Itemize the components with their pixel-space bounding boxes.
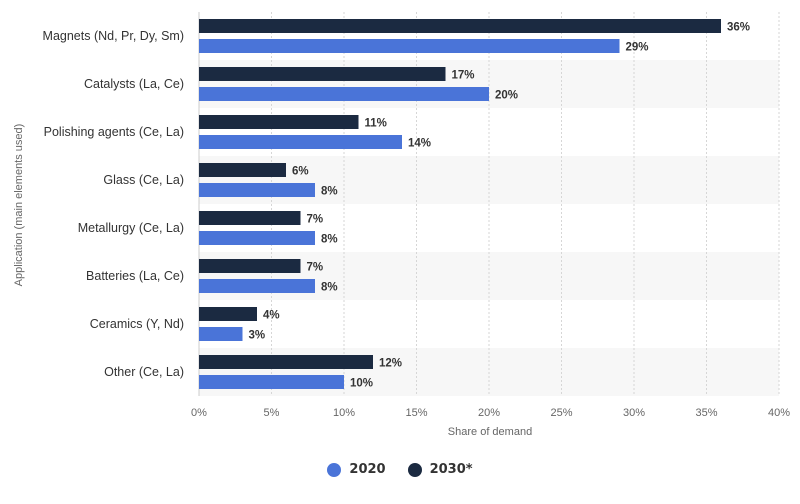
data-label: 12% xyxy=(379,358,402,370)
category-label: Magnets (Nd, Pr, Dy, Sm) xyxy=(43,29,184,43)
bar[interactable] xyxy=(199,307,257,321)
legend-label-2020: 2020 xyxy=(349,462,386,477)
data-label: 10% xyxy=(350,378,373,390)
x-tick-label: 30% xyxy=(623,407,645,419)
data-label: 8% xyxy=(321,282,338,294)
value-labels: 36% 29% 17% 20% 11% 14% 6% 8% 7% 8% 7% 8% 4% 3% 12% 10% xyxy=(249,22,751,390)
data-label: 3% xyxy=(249,330,266,342)
category-label: Polishing agents (Ce, La) xyxy=(44,125,184,139)
data-label: 17% xyxy=(452,70,475,82)
category-label: Ceramics (Y, Nd) xyxy=(90,317,184,331)
data-label: 7% xyxy=(307,214,324,226)
bar[interactable] xyxy=(199,355,373,369)
bar-chart: 36% 29% 17% 20% 11% 14% 6% 8% 7% 8% 7% 8% 4% 3% 12% 10%… xyxy=(13,12,790,438)
category-label: Glass (Ce, La) xyxy=(103,173,184,187)
x-tick-label: 0% xyxy=(191,407,207,419)
bar[interactable] xyxy=(199,259,301,273)
data-label: 14% xyxy=(408,138,431,150)
data-label: 20% xyxy=(495,90,518,102)
x-tick-label: 25% xyxy=(550,407,572,419)
legend-item-2030[interactable]: 2030* xyxy=(407,462,473,477)
data-label: 8% xyxy=(321,234,338,246)
x-tick-labels: 0% 5% 10% 15% 20% 25% 30% 35% 40% xyxy=(191,407,790,419)
y-axis-title: Application (main elements used) xyxy=(13,124,25,287)
category-label: Other (Ce, La) xyxy=(104,365,184,379)
bar[interactable] xyxy=(199,39,620,53)
bar[interactable] xyxy=(199,115,359,129)
category-labels: Magnets (Nd, Pr, Dy, Sm) Catalysts (La, C… xyxy=(43,29,184,379)
category-label: Metallurgy (Ce, La) xyxy=(78,221,184,235)
data-label: 4% xyxy=(263,310,280,322)
bar[interactable] xyxy=(199,163,286,177)
bar[interactable] xyxy=(199,231,315,245)
legend: 2020 2030* xyxy=(0,462,800,477)
bar[interactable] xyxy=(199,327,243,341)
data-label: 6% xyxy=(292,166,309,178)
legend-label-2030: 2030* xyxy=(429,462,473,477)
bar[interactable] xyxy=(199,67,446,81)
bar[interactable] xyxy=(199,135,402,149)
bars xyxy=(199,19,721,389)
data-label: 29% xyxy=(626,42,649,54)
data-label: 8% xyxy=(321,186,338,198)
bar[interactable] xyxy=(199,279,315,293)
data-label: 36% xyxy=(727,22,750,34)
x-axis-title: Share of demand xyxy=(448,426,532,438)
data-label: 7% xyxy=(307,262,324,274)
x-tick-label: 10% xyxy=(333,407,355,419)
x-tick-label: 20% xyxy=(478,407,500,419)
legend-dot-2030 xyxy=(407,462,422,477)
x-tick-label: 15% xyxy=(405,407,427,419)
x-tick-label: 40% xyxy=(768,407,790,419)
bar[interactable] xyxy=(199,211,301,225)
legend-item-2020[interactable]: 2020 xyxy=(327,462,386,477)
category-label: Catalysts (La, Ce) xyxy=(84,77,184,91)
bar[interactable] xyxy=(199,183,315,197)
bar[interactable] xyxy=(199,87,489,101)
bar[interactable] xyxy=(199,19,721,33)
category-label: Batteries (La, Ce) xyxy=(86,269,184,283)
x-tick-label: 35% xyxy=(695,407,717,419)
legend-dot-2020 xyxy=(327,462,342,477)
x-tick-label: 5% xyxy=(264,407,280,419)
bar[interactable] xyxy=(199,375,344,389)
data-label: 11% xyxy=(365,118,387,130)
